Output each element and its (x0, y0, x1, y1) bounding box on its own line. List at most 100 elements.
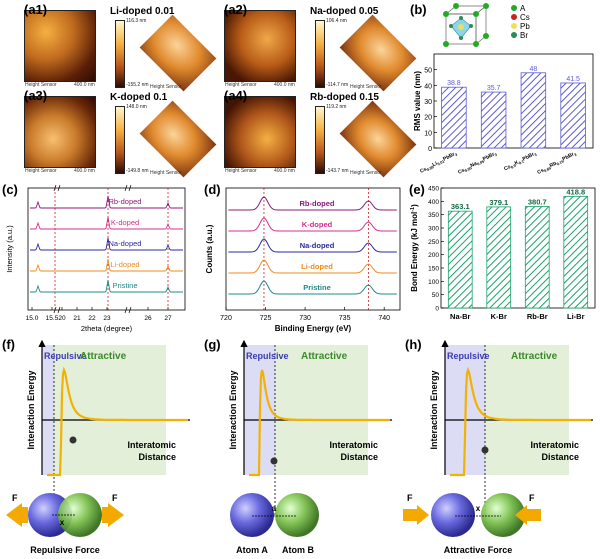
afm-3d-a2 (339, 14, 417, 92)
category-label-part: PbBr (442, 151, 456, 162)
category-label: Na-Br (450, 312, 471, 321)
y-tick-label: 50 (432, 292, 440, 299)
panel-label-b: (b) (410, 2, 427, 17)
x-tick-label: 15.0 (26, 315, 39, 322)
category-label-part: 0.9 (510, 164, 517, 170)
y-tick-label: 0 (435, 306, 439, 313)
series-label: Rb-doped (300, 199, 335, 208)
colorbar-a1 (115, 20, 125, 88)
legend-marker-a (511, 5, 517, 11)
category-label-part: K (514, 160, 520, 167)
distance-label: x (476, 504, 481, 513)
category-label-part: PbBr (561, 151, 575, 162)
x-tick-label: 26 (144, 315, 152, 322)
panel-label-f: (f) (2, 337, 15, 352)
bar-value-label: 380.7 (528, 197, 547, 206)
category-label-part: Cs (536, 167, 545, 175)
crystal-structure (443, 3, 489, 47)
y-axis-label: Interaction Energy (26, 370, 36, 449)
bar (447, 210, 473, 309)
series-line (30, 237, 183, 251)
afm-panel-a1: (a1) Li-doped 0.01 116.3 nm -155.2 nm He… (22, 2, 217, 92)
bond-energy-chart: 0 50 100 150 200 250 300 350 400 450 Bond Energy (… (410, 186, 596, 321)
category-label-part: Cs (457, 167, 466, 175)
category-label: Cs0.99Li0.01PbBr3 (419, 150, 458, 175)
repulsive-region (42, 345, 54, 475)
force-label: F (407, 493, 413, 503)
category-label-part: Cs (419, 166, 428, 174)
category-label-part: Li (432, 161, 439, 169)
attractive-label: Attractive (80, 351, 127, 362)
attractive-region (485, 345, 569, 475)
category-label-part: 3 (534, 153, 538, 158)
y-tick-label: 150 (428, 266, 439, 273)
category-label: Rb-Br (527, 312, 548, 321)
afm-title-a3: K-doped 0.1 (110, 92, 168, 103)
x-axis-label-line1: Interatomic (530, 440, 579, 450)
category-label-part: 0.99 (426, 165, 434, 172)
y-tick-label: 250 (428, 239, 439, 246)
xrd-chart: Intensity (a.u.)2theta (degree)15.0 15.5 2… (5, 184, 186, 333)
atom-b-label: Atom B (282, 545, 314, 555)
panel-label-e: (e) (409, 182, 425, 197)
axis-break (124, 184, 128, 192)
y-tick-label: 100 (428, 279, 439, 286)
x-axis-label-line2: Distance (340, 452, 378, 462)
legend-marker-cs (511, 14, 517, 20)
attractive-region (275, 345, 368, 475)
category-label-part: Na (470, 161, 479, 169)
x-axis-label-line2: Distance (541, 452, 579, 462)
atom-b-sphere (58, 493, 102, 537)
category-label-part: 3 (574, 153, 578, 158)
atom-a-label: Atom A (236, 545, 268, 555)
series-line (228, 217, 397, 232)
potential-panel-g: (g) Repulsive Attractive Interaction Energy… (204, 337, 392, 555)
afm-image-a3 (24, 96, 96, 168)
series-line (228, 196, 397, 211)
sensor-label-a2: Height Sensor (225, 82, 257, 88)
category-label-part: 3 (494, 153, 498, 158)
bar (486, 206, 512, 309)
series-label: Na-doped (109, 239, 142, 248)
category-label-part: 0.85 (543, 166, 551, 173)
x-tick-label: 730 (299, 315, 311, 322)
panel-label-a4: (a4) (224, 88, 248, 103)
force-arrow-right (102, 503, 124, 527)
scale-a1: 400.0 nm (74, 82, 95, 88)
afm-panel-a3: (a3) K-doped 0.1 148.0 nm -149.8 nm Heig… (22, 88, 217, 178)
force-label: F (529, 493, 535, 503)
y-tick-label: 40 (424, 83, 432, 90)
series-line (228, 238, 397, 253)
afm-panel-a2: (a2) Na-doped 0.05 106.4 nm -114.7 nm He… (222, 2, 417, 92)
panel-e: (e) 0 50 100 150 200 250 300 350 400 450 Bond Ener… (409, 182, 596, 321)
series-line (30, 195, 183, 209)
y-tick-label: 0 (428, 146, 432, 153)
x-tick-label: 740 (378, 315, 390, 322)
series-label: Pristine (112, 281, 137, 290)
bar-value-label: 48 (529, 66, 537, 73)
sensor-label-a1: Height Sensor (25, 82, 57, 88)
cbar-max-a3: 148.0 nm (126, 104, 147, 110)
equilibrium-marker (270, 457, 278, 465)
bar-value-label: 418.8 (566, 187, 585, 196)
category-label-part: Rb (549, 161, 558, 170)
x-tick-label: 22 (88, 315, 96, 322)
panel-label-a1: (a1) (24, 2, 48, 17)
colorbar-a4 (315, 106, 325, 174)
cbar-min-a2: -114.7 nm (326, 82, 349, 88)
legend-label-cs: Cs (520, 13, 530, 22)
category-label-part: 0.01 (437, 159, 445, 166)
plot-frame (27, 187, 186, 311)
y-axis-label: Interaction Energy (228, 370, 238, 449)
axis-break (57, 306, 61, 314)
attractive-label: Attractive (301, 351, 348, 362)
series-line (30, 216, 183, 230)
sensor3d-a3: Height Sensor (150, 170, 182, 176)
scale-a2: 400.0 nm (274, 82, 295, 88)
legend-marker-pb (511, 23, 517, 29)
bar (563, 195, 589, 309)
